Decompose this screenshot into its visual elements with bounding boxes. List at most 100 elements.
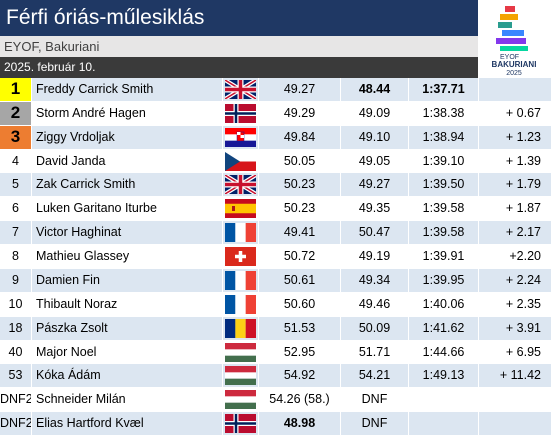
run1: 50.60 [259, 292, 340, 316]
run2: 50.47 [341, 221, 408, 245]
logo-bar [505, 6, 515, 12]
flag [225, 80, 256, 99]
rank: 6 [0, 197, 31, 221]
run2: 49.05 [341, 149, 408, 173]
name: Luken Garitano Iturbe [32, 197, 222, 221]
flag [225, 270, 256, 290]
diff: + 2.35 [479, 292, 551, 316]
flag [225, 199, 256, 219]
rank: 7 [0, 221, 31, 245]
result-row: 8 Mathieu Glassey 50.72 49.19 1:39.91 +2.20 [0, 245, 551, 269]
flag [225, 247, 256, 267]
run1: 54.26 (58.) [259, 388, 340, 412]
result-row: 18 Pászka Zsolt 51.53 50.09 1:41.62 + 3.91 [0, 316, 551, 341]
name: David Janda [32, 149, 222, 173]
result-row: DNF2 Elias Hartford Kvæl 48.98 DNF [0, 412, 551, 436]
flag [225, 318, 256, 338]
flag-cell [223, 268, 258, 292]
run1: 52.95 [259, 340, 340, 364]
run1: 50.23 [259, 197, 340, 221]
name: Schneider Milán [32, 388, 222, 412]
name: Mathieu Glassey [32, 245, 222, 268]
empty-cell [409, 388, 478, 412]
total: 1:37.71 [409, 78, 478, 101]
empty-cell [409, 412, 478, 436]
total: 1:49.13 [409, 364, 478, 388]
result-row: 53 Kóka Ádám 54.92 54.21 1:49.13 + 11.42 [0, 364, 551, 388]
run1: 50.72 [259, 245, 340, 268]
run1: 49.41 [259, 221, 340, 245]
flag-cell [223, 245, 258, 268]
run2: 49.19 [341, 245, 408, 268]
name: Thibault Noraz [32, 292, 222, 316]
run1: 48.98 [259, 412, 340, 436]
total: 1:39.10 [409, 149, 478, 173]
diff: + 1.23 [479, 125, 551, 149]
flag-cell [223, 292, 258, 316]
rank: 53 [0, 364, 31, 388]
total: 1:41.62 [409, 316, 478, 340]
run1: 51.53 [259, 316, 340, 340]
rank: 3 [0, 125, 31, 149]
result-row: 5 Zak Carrick Smith 50.23 49.27 1:39.50 + 1.7… [0, 173, 551, 197]
flag-cell [223, 101, 258, 125]
empty-cell [479, 412, 551, 436]
run2: 49.10 [341, 125, 408, 149]
logo-bar [496, 38, 526, 44]
result-row: 3 Ziggy Vrdoljak 49.84 49.10 1:38.94 + 1.23 [0, 125, 551, 150]
title: Férfi óriás-műlesiklás [0, 0, 478, 36]
diff: + 2.24 [479, 268, 551, 292]
flag [225, 103, 256, 123]
flag-cell [223, 125, 258, 149]
logo-bar [500, 14, 518, 20]
rank: DNF2 [0, 412, 31, 436]
rank: 40 [0, 340, 31, 364]
subtitle: EYOF, Bakuriani [0, 36, 478, 57]
flag-cell [223, 173, 258, 197]
name: Kóka Ádám [32, 364, 222, 388]
rank: 1 [0, 78, 31, 101]
rank: DNF2 [0, 388, 31, 412]
flag-cell [223, 221, 258, 245]
flag [225, 294, 256, 314]
flag [225, 127, 256, 147]
name: Freddy Carrick Smith [32, 78, 222, 101]
name: Victor Haghinat [32, 221, 222, 245]
rank: 18 [0, 316, 31, 340]
flag-cell [223, 412, 258, 436]
logo-bar [498, 22, 512, 28]
name: Elias Hartford Kvæl [32, 412, 222, 436]
flag [225, 175, 256, 195]
total: 1:39.91 [409, 245, 478, 268]
flag [225, 151, 256, 171]
run2: 49.09 [341, 101, 408, 125]
logo-text: BAKURIANI [492, 60, 537, 69]
empty-cell [479, 388, 551, 412]
result-row: 4 David Janda 50.05 49.05 1:39.10 + 1.39 [0, 149, 551, 174]
logo-text: EYOF [500, 54, 519, 61]
diff: + 3.91 [479, 316, 551, 340]
diff: + 2.17 [479, 221, 551, 245]
rank: 9 [0, 268, 31, 292]
diff: + 1.87 [479, 197, 551, 221]
flag [225, 342, 256, 362]
run2: 49.35 [341, 197, 408, 221]
diff: + 1.39 [479, 149, 551, 173]
total: 1:38.94 [409, 125, 478, 149]
run1: 50.23 [259, 173, 340, 197]
diff: + 11.42 [479, 364, 551, 388]
flag-cell [223, 78, 258, 101]
diff: +2.20 [479, 245, 551, 268]
run2: 49.46 [341, 292, 408, 316]
name: Pászka Zsolt [32, 316, 222, 340]
result-row: 10 Thibault Noraz 50.60 49.46 1:40.06 + 2.35 [0, 292, 551, 317]
total: 1:39.58 [409, 197, 478, 221]
flag-cell [223, 364, 258, 388]
diff: + 0.67 [479, 101, 551, 125]
name: Major Noel [32, 340, 222, 364]
total: 1:39.95 [409, 268, 478, 292]
run2: 54.21 [341, 364, 408, 388]
run1: 54.92 [259, 364, 340, 388]
run1: 49.27 [259, 78, 340, 101]
total: 1:39.58 [409, 221, 478, 245]
